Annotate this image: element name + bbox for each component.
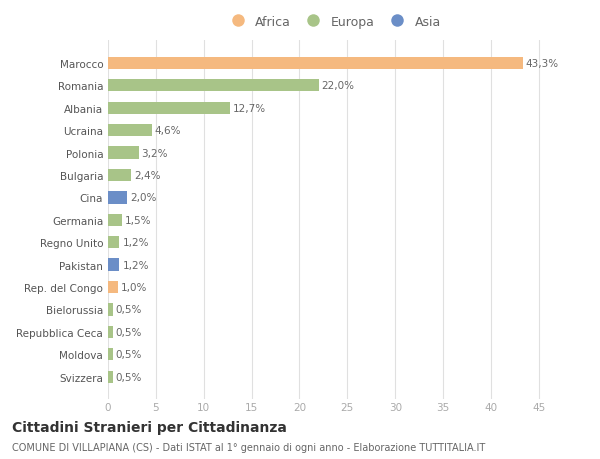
Text: 0,5%: 0,5%: [116, 372, 142, 382]
Text: 22,0%: 22,0%: [322, 81, 355, 91]
Text: 1,0%: 1,0%: [121, 282, 147, 292]
Text: 43,3%: 43,3%: [526, 59, 559, 69]
Text: 1,2%: 1,2%: [122, 260, 149, 270]
Bar: [108, 304, 113, 316]
Text: 2,0%: 2,0%: [130, 193, 157, 203]
Legend: Africa, Europa, Asia: Africa, Europa, Asia: [221, 12, 445, 32]
Bar: [108, 326, 113, 338]
Bar: [108, 281, 118, 294]
Bar: [108, 57, 523, 70]
Text: 1,2%: 1,2%: [122, 238, 149, 248]
Bar: [108, 236, 119, 249]
Text: COMUNE DI VILLAPIANA (CS) - Dati ISTAT al 1° gennaio di ogni anno - Elaborazione: COMUNE DI VILLAPIANA (CS) - Dati ISTAT a…: [12, 442, 485, 452]
Text: 2,4%: 2,4%: [134, 171, 160, 180]
Bar: [108, 102, 230, 115]
Bar: [108, 259, 119, 271]
Text: 3,2%: 3,2%: [142, 148, 168, 158]
Text: 0,5%: 0,5%: [116, 350, 142, 359]
Bar: [108, 125, 152, 137]
Text: 0,5%: 0,5%: [116, 327, 142, 337]
Bar: [108, 192, 127, 204]
Bar: [108, 214, 122, 226]
Bar: [108, 348, 113, 361]
Bar: [108, 169, 131, 182]
Text: 1,5%: 1,5%: [125, 215, 152, 225]
Text: Cittadini Stranieri per Cittadinanza: Cittadini Stranieri per Cittadinanza: [12, 420, 287, 434]
Bar: [108, 147, 139, 159]
Bar: [108, 371, 113, 383]
Text: 0,5%: 0,5%: [116, 305, 142, 315]
Bar: [108, 80, 319, 92]
Text: 4,6%: 4,6%: [155, 126, 181, 136]
Text: 12,7%: 12,7%: [232, 103, 266, 113]
